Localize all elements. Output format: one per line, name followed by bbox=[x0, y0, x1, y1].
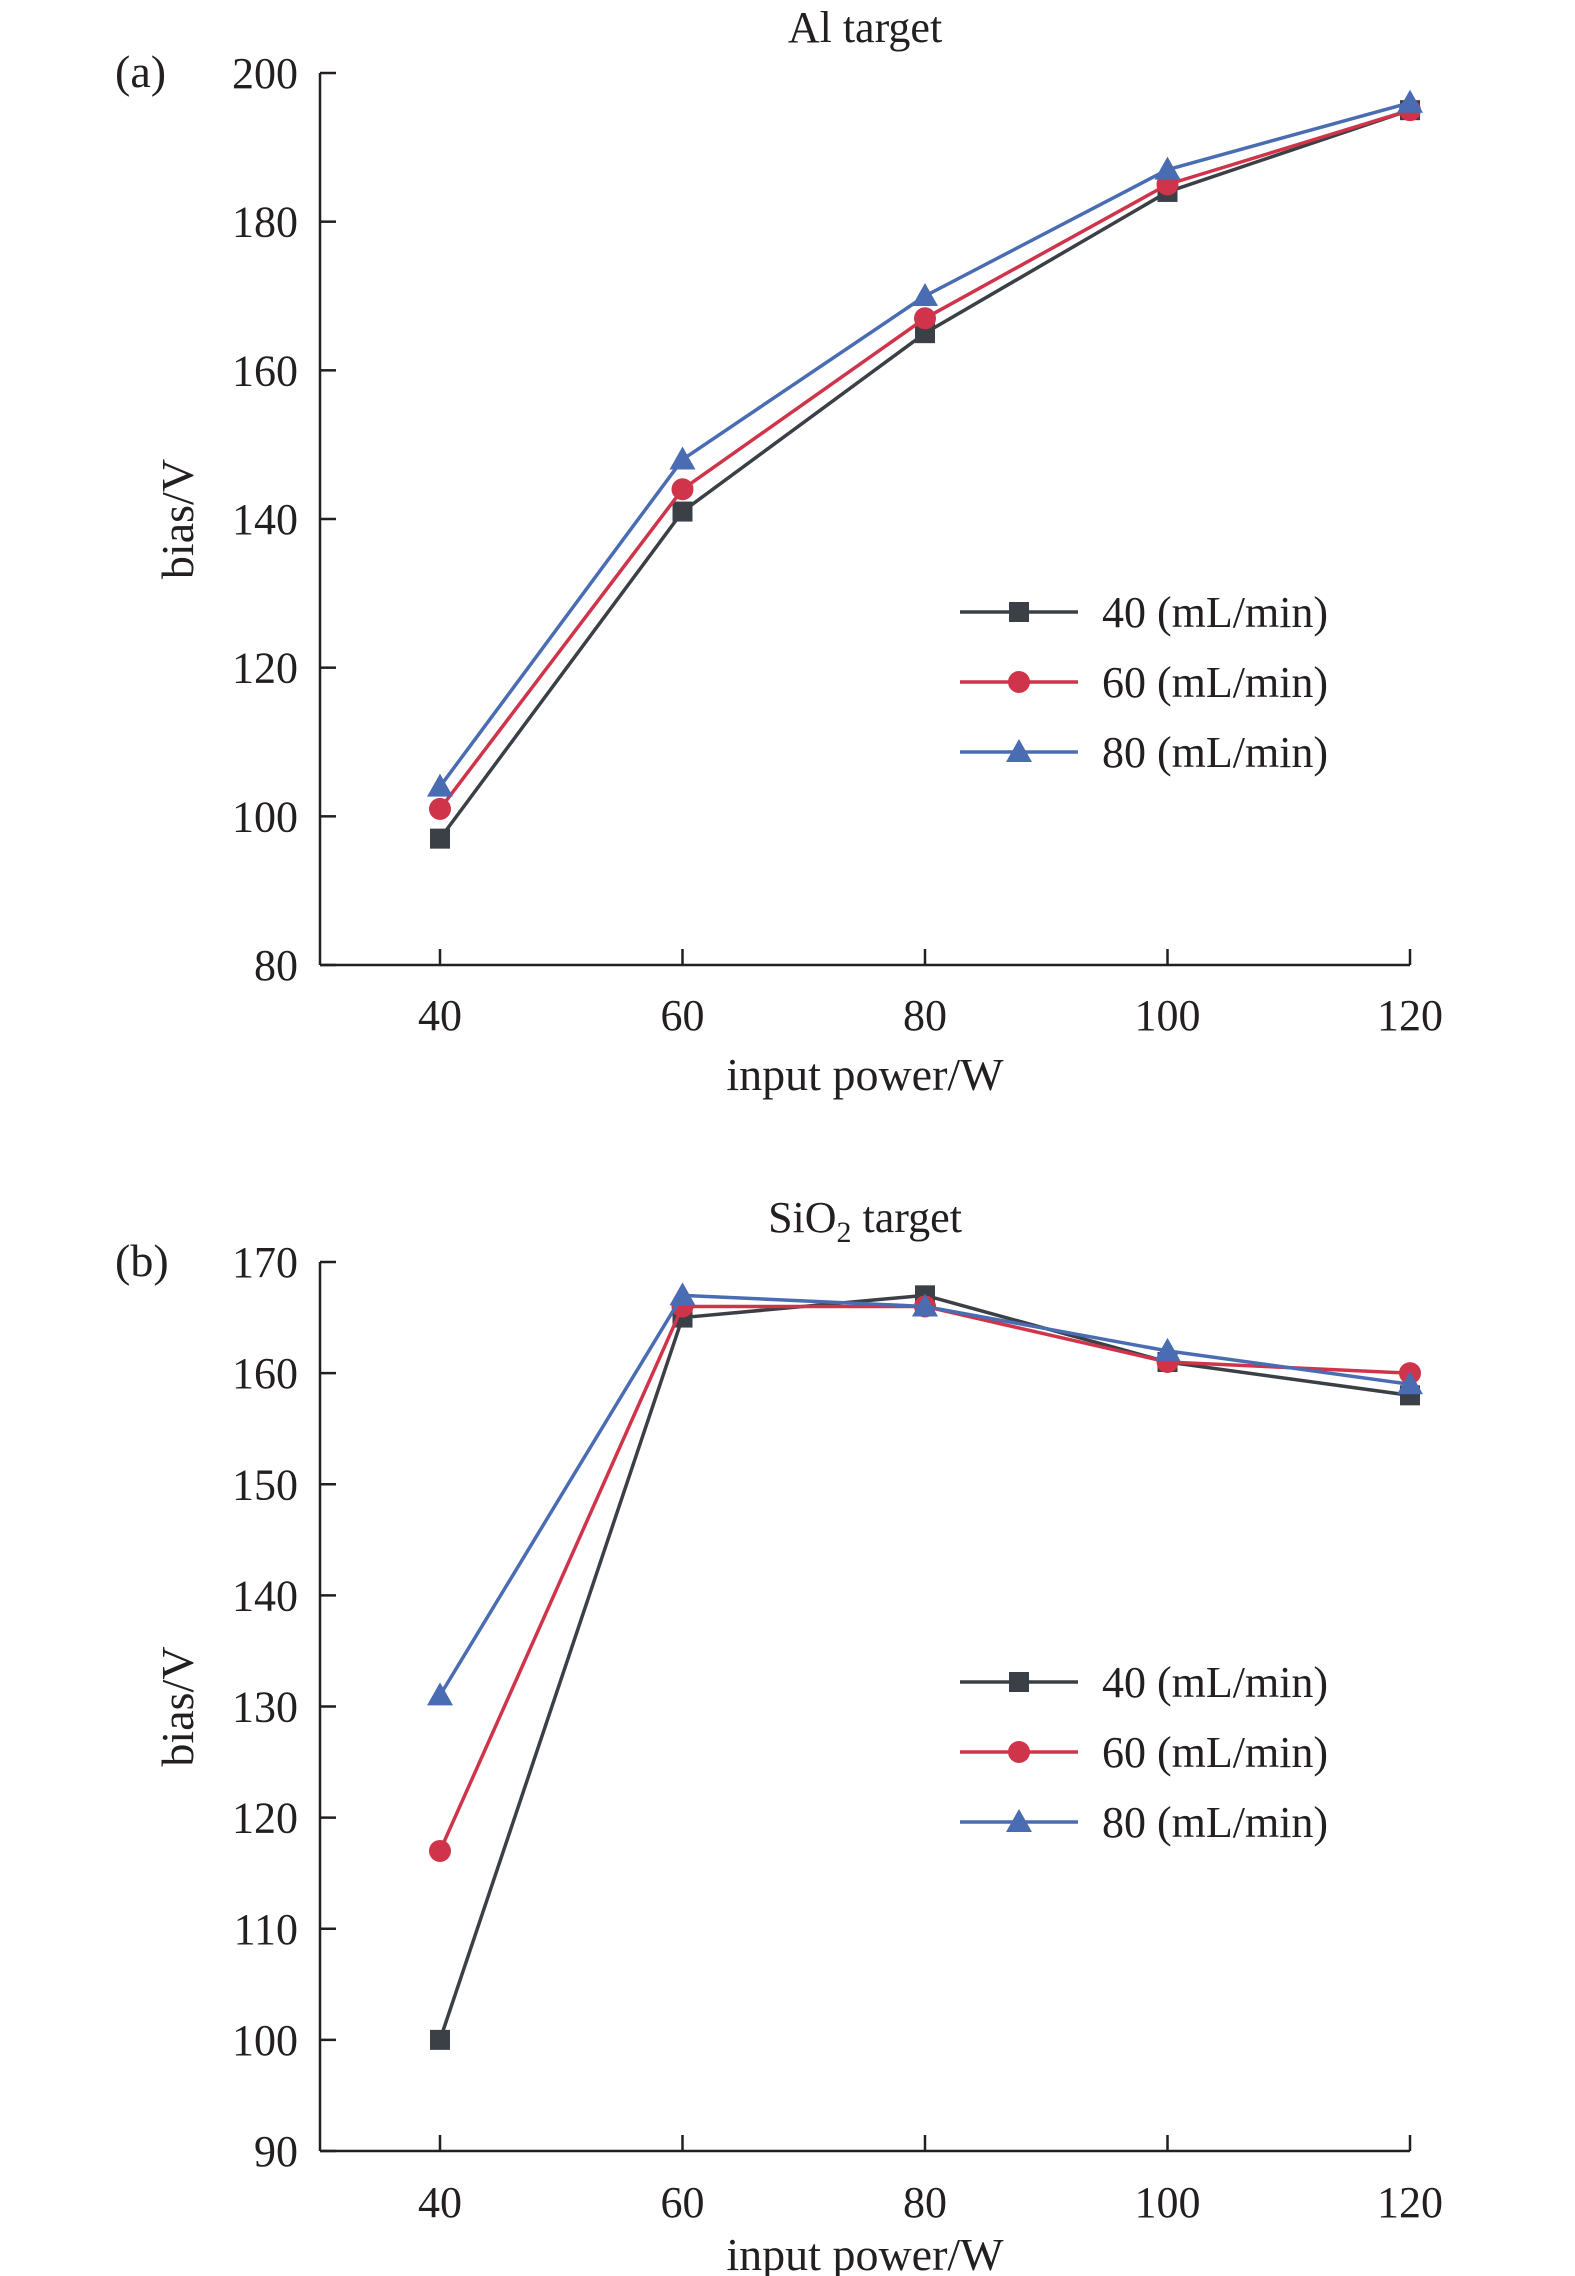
y-axis-label: bias/V bbox=[152, 1646, 203, 1766]
data-point bbox=[430, 2029, 450, 2050]
chart-a-al-target: 80 100 120 140 160 180 200 40 60 80 100 120 (a) Al ta… bbox=[115, 3, 1443, 1100]
y-tick-label: 180 bbox=[232, 198, 298, 247]
data-point bbox=[672, 501, 693, 522]
x-tick-label: 120 bbox=[1377, 2178, 1443, 2227]
panel-label: (b) bbox=[115, 1235, 169, 1286]
x-tick-label: 100 bbox=[1135, 2178, 1201, 2227]
x-axis-label: input power/W bbox=[726, 2229, 1004, 2276]
legend-marker bbox=[1009, 602, 1029, 622]
data-point bbox=[429, 1839, 451, 1862]
legend-marker bbox=[1009, 1672, 1029, 1692]
y-tick-label: 100 bbox=[232, 2016, 298, 2065]
y-tick-label: 120 bbox=[232, 1794, 298, 1843]
y-tick-label: 140 bbox=[232, 495, 298, 544]
y-tick-label: 100 bbox=[232, 792, 298, 841]
x-tick-label: 40 bbox=[418, 2178, 462, 2227]
x-tick-label: 60 bbox=[661, 2178, 705, 2227]
legend-label: 40 (mL/min) bbox=[1102, 588, 1328, 637]
x-tick-label: 80 bbox=[903, 2178, 947, 2227]
data-point bbox=[1154, 156, 1181, 180]
data-point bbox=[915, 323, 935, 344]
data-point bbox=[912, 283, 938, 306]
legend-label: 60 (mL/min) bbox=[1102, 1728, 1328, 1777]
y-tick-label: 140 bbox=[232, 1571, 298, 1620]
data-point bbox=[430, 828, 450, 849]
data-point bbox=[427, 1682, 453, 1706]
series-circle bbox=[429, 99, 1421, 820]
legend-entry: 40 (mL/min) bbox=[960, 1658, 1328, 1707]
x-tick-label: 80 bbox=[903, 991, 947, 1040]
x-tick-label: 60 bbox=[661, 991, 705, 1040]
data-point bbox=[914, 307, 936, 330]
series-line bbox=[438, 1293, 1411, 1697]
y-tick-label: 160 bbox=[232, 346, 298, 395]
legend-marker bbox=[1006, 739, 1032, 762]
data-point bbox=[669, 1282, 696, 1306]
legend-label: 40 (mL/min) bbox=[1102, 1658, 1328, 1707]
data-point bbox=[1154, 1337, 1181, 1361]
y-tick-label: 120 bbox=[232, 644, 298, 693]
y-tick-label: 90 bbox=[254, 2127, 298, 2176]
legend-marker bbox=[1008, 671, 1030, 693]
legend-label: 80 (mL/min) bbox=[1102, 1798, 1328, 1847]
legend-entry: 60 (mL/min) bbox=[960, 1728, 1328, 1777]
chart-b-sio2-target: 90 100 110 120 130 140 150 160 170 40 60 80 100 120 (b… bbox=[115, 1193, 1443, 2276]
data-point bbox=[1397, 1371, 1423, 1395]
x-axis-label: input power/W bbox=[726, 1049, 1004, 1100]
y-axis-label: bias/V bbox=[152, 459, 203, 579]
x-tick-label: 120 bbox=[1377, 991, 1443, 1040]
legend-label: 80 (mL/min) bbox=[1102, 728, 1328, 777]
series-triangle bbox=[427, 1282, 1423, 1706]
data-point bbox=[912, 1293, 938, 1317]
y-tick-label: 160 bbox=[232, 1349, 298, 1398]
legend-marker bbox=[1008, 1741, 1030, 1763]
legend-label: 60 (mL/min) bbox=[1102, 658, 1328, 707]
legend-entry: 40 (mL/min) bbox=[960, 588, 1328, 637]
y-tick-label: 80 bbox=[254, 941, 298, 990]
legend-entry: 80 (mL/min) bbox=[960, 728, 1328, 777]
data-point bbox=[1397, 89, 1423, 113]
y-tick-label: 150 bbox=[232, 1460, 298, 1509]
legend-entry: 80 (mL/min) bbox=[960, 1798, 1328, 1847]
data-point bbox=[429, 797, 451, 820]
chart-title: SiO2 target bbox=[768, 1193, 962, 1249]
x-tick-label: 100 bbox=[1135, 991, 1201, 1040]
panel-label: (a) bbox=[115, 46, 166, 97]
series-triangle bbox=[427, 89, 1423, 797]
data-point bbox=[427, 773, 453, 797]
y-tick-label: 110 bbox=[234, 1905, 298, 1954]
x-tick-label: 40 bbox=[418, 991, 462, 1040]
legend-entry: 60 (mL/min) bbox=[960, 658, 1328, 707]
y-tick-label: 170 bbox=[232, 1238, 298, 1287]
data-point bbox=[669, 446, 696, 470]
y-tick-label: 200 bbox=[232, 49, 298, 98]
legend-marker bbox=[1006, 1809, 1032, 1832]
chart-title: Al target bbox=[788, 3, 942, 52]
data-point bbox=[671, 478, 694, 501]
y-tick-label: 130 bbox=[232, 1683, 298, 1732]
